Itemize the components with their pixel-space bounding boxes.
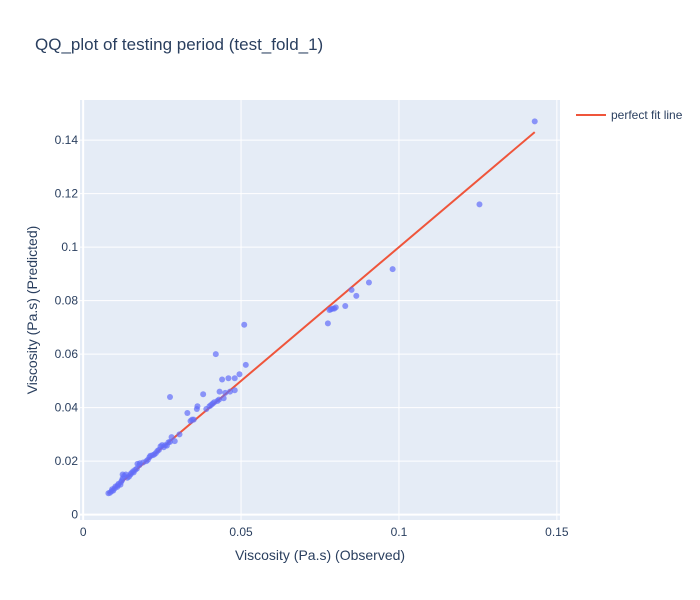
data-point[interactable] (365, 279, 372, 286)
data-point[interactable] (222, 389, 229, 396)
y-tick-label: 0.04 (55, 401, 79, 415)
legend[interactable]: perfect fit line (576, 108, 683, 122)
legend-label: perfect fit line (611, 108, 683, 122)
x-tick-label: 0.1 (391, 525, 408, 539)
y-tick-label: 0.02 (55, 454, 79, 468)
y-tick-label: 0.14 (55, 133, 79, 147)
data-point[interactable] (332, 304, 339, 311)
data-point[interactable] (476, 201, 483, 208)
data-point[interactable] (242, 361, 249, 368)
data-point[interactable] (200, 391, 207, 398)
grid-lines (80, 100, 560, 520)
data-point[interactable] (194, 403, 201, 410)
data-point[interactable] (219, 376, 226, 383)
data-point[interactable] (167, 438, 173, 445)
x-tick-label: 0 (80, 525, 87, 539)
data-point[interactable] (168, 434, 175, 441)
x-axis-title: Viscosity (Pa.s) (Observed) (235, 547, 405, 563)
x-tick-label: 0.05 (229, 525, 253, 539)
y-tick-label: 0 (71, 508, 78, 522)
y-tick-label: 0.12 (55, 187, 79, 201)
data-point[interactable] (342, 302, 349, 309)
y-tick-label: 0.1 (61, 240, 78, 254)
tick-labels: 0 0.05 0.1 0.15 0 0.02 0.04 0.06 0.08 0.1 0.12 0.14 (55, 133, 569, 539)
data-point[interactable] (220, 395, 227, 402)
scatter-points (105, 118, 538, 497)
data-point[interactable] (227, 388, 233, 395)
data-point[interactable] (176, 431, 183, 438)
y-axis-title: Viscosity (Pa.s) (Predicted) (24, 226, 40, 395)
data-point[interactable] (353, 292, 360, 299)
data-point[interactable] (216, 388, 223, 395)
data-point[interactable] (171, 438, 178, 445)
chart-title: QQ_plot of testing period (test_fold_1) (35, 35, 323, 54)
data-point[interactable] (184, 409, 191, 416)
data-point[interactable] (531, 118, 538, 125)
y-tick-label: 0.08 (55, 294, 79, 308)
data-point[interactable] (225, 375, 232, 382)
data-point[interactable] (231, 375, 238, 382)
data-point[interactable] (212, 351, 219, 358)
y-tick-label: 0.06 (55, 347, 79, 361)
data-point[interactable] (215, 396, 222, 403)
data-point[interactable] (236, 371, 243, 378)
data-point[interactable] (190, 416, 197, 423)
data-point[interactable] (231, 387, 238, 394)
data-point[interactable] (324, 320, 331, 327)
data-point[interactable] (389, 266, 396, 273)
data-point[interactable] (241, 321, 248, 328)
data-point[interactable] (167, 393, 173, 400)
x-tick-label: 0.15 (545, 525, 569, 539)
data-point[interactable] (348, 286, 355, 293)
